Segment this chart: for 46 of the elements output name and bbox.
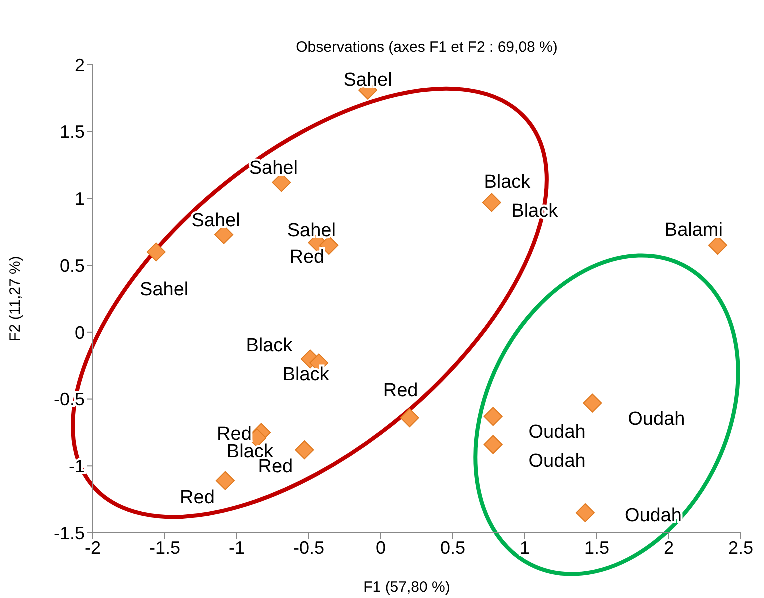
- point: [708, 236, 728, 256]
- annotation: Oudah: [624, 505, 682, 526]
- x-tick-label: -2: [84, 538, 102, 558]
- y-tick-label: 0.5: [60, 256, 85, 276]
- x-axis-title: F1 (57,80 %): [364, 579, 450, 596]
- annotation: Sahel: [287, 220, 336, 242]
- point: [576, 503, 595, 522]
- annotation: Red: [180, 487, 215, 508]
- annotation: Red: [383, 380, 418, 402]
- x-tick-label: 1.5: [584, 538, 610, 558]
- x-tick-label: 0: [376, 538, 386, 558]
- point: [482, 193, 502, 212]
- annotation: Red: [290, 247, 325, 268]
- annotation: Oudah: [628, 408, 686, 430]
- point: [484, 435, 503, 454]
- x-tick-label: 1: [520, 538, 530, 558]
- chart-title: Observations (axes F1 et F2 : 69,08 %): [296, 39, 558, 56]
- y-axis-title: F2 (11,27 %): [7, 256, 24, 342]
- point: [583, 394, 602, 413]
- point: [400, 408, 420, 428]
- x-tick-label: 0.5: [440, 538, 466, 558]
- point: [295, 440, 314, 460]
- y-tick-label: 1: [74, 189, 85, 210]
- annotation: Sahel: [140, 280, 189, 301]
- point: [146, 242, 166, 262]
- point: [484, 407, 503, 426]
- y-tick-label: 1.5: [60, 122, 85, 142]
- x-tick-label: 2.5: [728, 538, 754, 558]
- annotation: Oudah: [528, 451, 586, 472]
- point: [272, 173, 292, 192]
- annotation: Sahel: [192, 210, 240, 232]
- y-tick-label: -1.5: [54, 523, 85, 544]
- x-tick-label: -1.5: [149, 538, 181, 558]
- annotation: Sahel: [249, 158, 298, 180]
- y-tick-label: 0: [74, 322, 85, 343]
- annotation: Oudah: [528, 422, 586, 444]
- annotation: Balami: [664, 220, 723, 242]
- annotation: Black: [484, 172, 532, 193]
- point: [216, 471, 235, 490]
- x-tick-label: 2: [664, 538, 674, 558]
- annotation: Sahel: [344, 70, 392, 91]
- annotation: Black: [282, 364, 330, 386]
- y-tick-label: 2: [74, 55, 85, 76]
- x-tick-label: -0.5: [293, 538, 325, 558]
- x-tick-label: -1: [228, 538, 246, 558]
- annotation: Black: [246, 336, 294, 357]
